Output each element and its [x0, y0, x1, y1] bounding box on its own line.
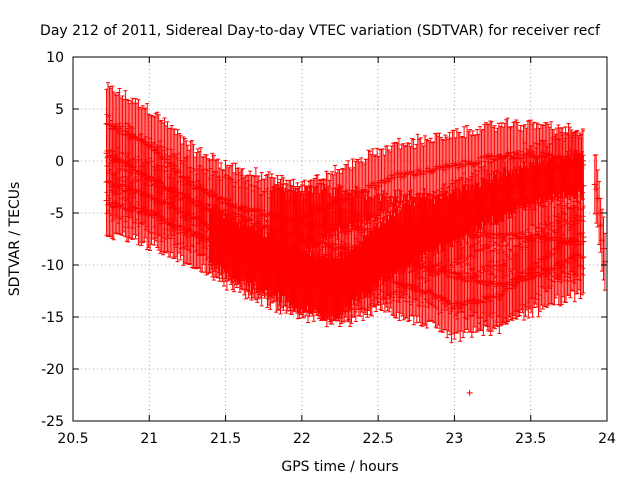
data-series	[103, 82, 608, 396]
series-sat-d	[103, 165, 587, 344]
